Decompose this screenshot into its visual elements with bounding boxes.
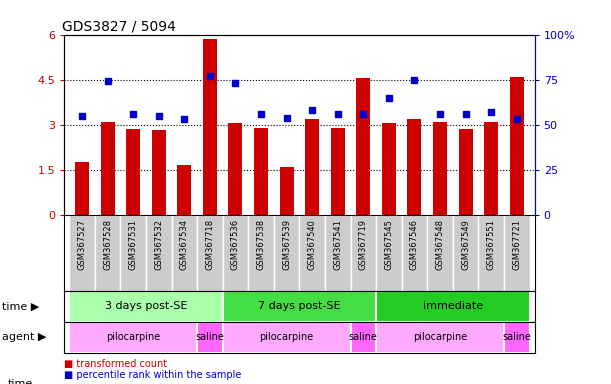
Bar xyxy=(197,322,222,353)
Bar xyxy=(382,123,396,215)
Text: GSM367545: GSM367545 xyxy=(384,219,393,270)
Bar xyxy=(222,215,248,291)
Bar xyxy=(274,215,299,291)
Bar xyxy=(254,128,268,215)
Text: GSM367721: GSM367721 xyxy=(512,219,521,270)
Text: GSM367539: GSM367539 xyxy=(282,219,291,270)
Bar xyxy=(248,215,274,291)
Text: GSM367540: GSM367540 xyxy=(308,219,316,270)
Bar xyxy=(459,129,473,215)
Bar xyxy=(75,162,89,215)
Text: GSM367546: GSM367546 xyxy=(410,219,419,270)
Bar xyxy=(69,322,197,353)
Bar xyxy=(401,215,427,291)
Text: pilocarpine: pilocarpine xyxy=(260,332,313,342)
Bar xyxy=(325,215,351,291)
Text: GSM367536: GSM367536 xyxy=(231,219,240,270)
Text: ■ transformed count: ■ transformed count xyxy=(64,359,167,369)
Text: time: time xyxy=(7,379,32,384)
Text: saline: saline xyxy=(349,332,378,342)
Text: time ▶: time ▶ xyxy=(2,301,39,311)
Bar xyxy=(305,119,319,215)
Text: GSM367549: GSM367549 xyxy=(461,219,470,270)
Text: immediate: immediate xyxy=(423,301,483,311)
Bar xyxy=(433,122,447,215)
Bar xyxy=(222,322,351,353)
Text: pilocarpine: pilocarpine xyxy=(413,332,467,342)
Bar xyxy=(351,215,376,291)
Bar xyxy=(453,215,478,291)
Text: GSM367538: GSM367538 xyxy=(257,219,266,270)
Bar xyxy=(95,215,120,291)
Text: 7 days post-SE: 7 days post-SE xyxy=(258,301,341,311)
Bar xyxy=(331,128,345,215)
Text: GSM367541: GSM367541 xyxy=(333,219,342,270)
Text: ■ percentile rank within the sample: ■ percentile rank within the sample xyxy=(64,370,241,380)
Bar xyxy=(177,166,191,215)
Bar xyxy=(101,122,115,215)
Bar xyxy=(120,215,146,291)
Bar xyxy=(356,78,370,215)
Bar xyxy=(126,129,140,215)
Bar xyxy=(504,322,530,353)
Bar xyxy=(510,77,524,215)
Bar xyxy=(427,215,453,291)
Bar xyxy=(484,122,498,215)
Bar xyxy=(376,215,401,291)
Bar xyxy=(152,130,166,215)
Text: GSM367531: GSM367531 xyxy=(129,219,137,270)
Bar xyxy=(203,39,217,215)
Text: GSM367534: GSM367534 xyxy=(180,219,189,270)
Bar xyxy=(376,322,504,353)
Bar xyxy=(69,215,95,291)
Text: saline: saline xyxy=(196,332,224,342)
Text: agent ▶: agent ▶ xyxy=(2,332,46,342)
Bar xyxy=(222,291,376,322)
Bar xyxy=(69,291,222,322)
Bar xyxy=(351,322,376,353)
Text: pilocarpine: pilocarpine xyxy=(106,332,160,342)
Bar xyxy=(478,215,504,291)
Bar xyxy=(229,123,243,215)
Bar xyxy=(504,215,530,291)
Bar xyxy=(299,215,325,291)
Text: GDS3827 / 5094: GDS3827 / 5094 xyxy=(62,20,176,33)
Text: GSM367532: GSM367532 xyxy=(154,219,163,270)
Bar xyxy=(172,215,197,291)
Bar xyxy=(408,119,422,215)
Text: GSM367528: GSM367528 xyxy=(103,219,112,270)
Bar xyxy=(146,215,172,291)
Bar xyxy=(376,291,530,322)
Bar xyxy=(280,167,294,215)
Bar xyxy=(197,215,222,291)
Text: GSM367551: GSM367551 xyxy=(486,219,496,270)
Text: GSM367718: GSM367718 xyxy=(205,219,214,270)
Text: saline: saline xyxy=(502,332,531,342)
Text: GSM367548: GSM367548 xyxy=(436,219,445,270)
Text: GSM367719: GSM367719 xyxy=(359,219,368,270)
Text: 3 days post-SE: 3 days post-SE xyxy=(105,301,187,311)
Text: GSM367527: GSM367527 xyxy=(78,219,87,270)
